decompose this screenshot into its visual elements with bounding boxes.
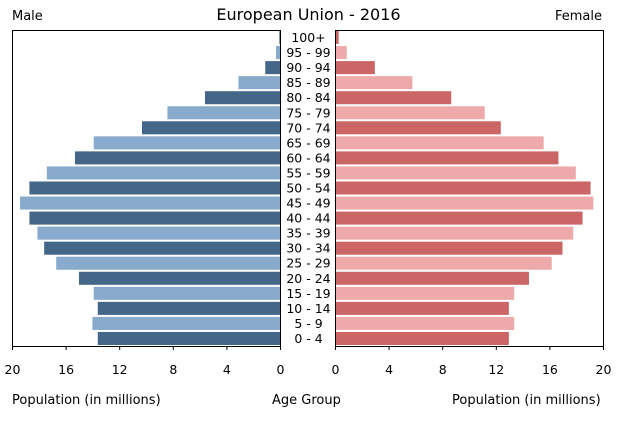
age-group-label: 50 - 54 [286,181,330,196]
age-group-label: 65 - 69 [286,135,330,150]
female-tick-label: 20 [596,362,612,377]
female-tick-label: 8 [439,362,447,377]
male-tick-label: 20 [5,362,21,377]
male-tick-label: 8 [169,362,177,377]
female-bar-50-54 [336,181,591,195]
male-bar-60-64 [74,151,280,165]
female-bar-90-94 [336,61,375,75]
x-axis-label-male: Population (in millions) [12,393,161,408]
female-bars [336,31,594,345]
age-group-label: 60 - 64 [286,150,330,165]
age-group-label: 30 - 34 [286,241,330,256]
male-tick-label: 4 [223,362,231,377]
male-bar-45-49 [20,196,280,210]
female-bar-40-44 [336,211,583,225]
male-bar-95-99 [275,46,280,60]
female-bar-45-49 [336,196,594,210]
age-group-label: 55 - 59 [286,165,330,180]
age-group-label: 100+ [291,30,325,45]
female-bar-100plus [336,31,339,45]
female-tick-label: 0 [332,362,340,377]
age-group-label: 90 - 94 [286,60,330,75]
age-group-label: 95 - 99 [286,45,330,60]
age-group-label: 85 - 89 [286,75,330,90]
female-label: Female [554,9,602,24]
male-bar-0-4 [97,331,280,345]
male-bar-65-69 [93,136,281,150]
male-bar-25-29 [56,256,280,270]
female-bar-55-59 [336,166,576,180]
female-bar-80-84 [336,91,452,105]
age-group-label: 40 - 44 [286,211,330,226]
female-bar-0-4 [336,331,509,345]
female-plot-frame [335,30,604,347]
female-bar-60-64 [336,151,559,165]
female-bar-20-24 [336,271,529,285]
female-bar-75-79 [336,106,485,120]
female-bar-95-99 [336,46,347,60]
chart-title: European Union - 2016 [216,5,401,24]
male-bar-5-9 [92,316,281,330]
male-bar-70-74 [141,121,280,135]
male-bar-90-94 [265,61,280,75]
male-bar-35-39 [37,226,281,240]
age-group-label: Age Group [272,393,341,408]
age-group-label: 70 - 74 [286,120,330,135]
female-bar-15-19 [336,286,515,300]
male-bar-40-44 [29,211,281,225]
male-bar-100plus [279,31,280,45]
female-bar-30-34 [336,241,563,255]
age-group-label: 35 - 39 [286,226,330,241]
male-bar-55-59 [46,166,281,180]
male-plot-frame [12,30,281,347]
female-bar-85-89 [336,76,413,90]
male-bar-75-79 [167,106,280,120]
male-tick-label: 16 [58,362,74,377]
male-tick-label: 0 [277,362,285,377]
x-axis-label-female: Population (in millions) [452,393,601,408]
male-label: Male [12,9,43,24]
female-tick-label: 16 [542,362,558,377]
axis-ticks: 20 16 12 8 4 0 0 4 8 12 16 20 [5,346,612,377]
male-bar-50-54 [29,181,281,195]
male-bar-20-24 [79,271,280,285]
age-group-label: 15 - 19 [286,286,330,301]
male-bar-10-14 [97,301,280,315]
age-group-label: 0 - 4 [294,331,322,346]
male-tick-label: 12 [112,362,128,377]
age-group-label: 20 - 24 [286,271,330,286]
male-bars [20,31,281,345]
male-bar-30-34 [44,241,280,255]
age-group-label: 25 - 29 [286,256,330,271]
female-bar-70-74 [336,121,501,135]
female-tick-label: 12 [488,362,504,377]
female-bar-5-9 [336,316,515,330]
age-group-label: 45 - 49 [286,196,330,211]
age-group-label: 5 - 9 [294,316,322,331]
female-tick-label: 4 [385,362,393,377]
male-bar-85-89 [238,76,280,90]
age-group-label: 75 - 79 [286,105,330,120]
male-bar-15-19 [93,286,281,300]
female-bar-25-29 [336,256,552,270]
female-bar-10-14 [336,301,509,315]
age-group-label: 10 - 14 [286,301,330,316]
male-bar-80-84 [204,91,280,105]
female-bar-65-69 [336,136,544,150]
female-bar-35-39 [336,226,574,240]
age-group-label: 80 - 84 [286,90,330,105]
